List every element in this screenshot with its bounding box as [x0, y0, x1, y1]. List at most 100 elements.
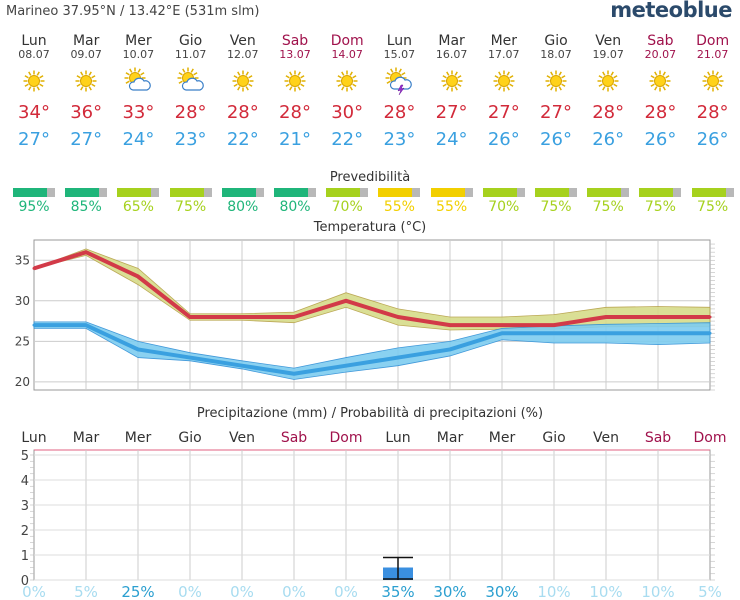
data-point	[240, 364, 244, 368]
predictability-label: 80%	[227, 199, 259, 215]
weather-icon-cell	[582, 61, 634, 102]
temp-max: 34°	[18, 102, 50, 123]
temp-min: 22°	[226, 129, 259, 150]
predictability-bar	[65, 188, 108, 197]
temp-min: 23°	[174, 129, 207, 150]
day-name: Lun	[21, 33, 47, 49]
temp-min: 26°	[487, 129, 520, 150]
data-point	[708, 315, 712, 319]
day-name: Mar	[72, 33, 100, 49]
predictability-bar-fill	[326, 188, 361, 197]
x-tick-label: Ven	[593, 430, 619, 446]
temp-max: 36°	[70, 102, 103, 123]
precip-probability-label: 0%	[282, 583, 306, 600]
x-tick-label: Mar	[73, 430, 100, 446]
predictability-label: 55%	[383, 199, 415, 215]
temp-min: 21°	[279, 129, 311, 150]
y-tick-label: 3	[21, 499, 29, 514]
day-name: Mer	[490, 33, 518, 49]
predictability-label: 95%	[18, 199, 50, 215]
temp-max: 27°	[435, 102, 468, 123]
x-tick-label: Dom	[330, 430, 363, 446]
weather-icon-cell	[60, 61, 112, 102]
location-header: Marineo 37.95°N / 13.42°E (531m slm)	[6, 4, 260, 19]
predictability-bar-fill	[378, 188, 413, 197]
precip-probability-label: 5%	[698, 583, 722, 600]
x-tick-label: Mar	[437, 430, 464, 446]
temp-min: 23°	[383, 129, 416, 150]
weather-icon-cell	[165, 61, 217, 102]
predictability-label: 85%	[70, 199, 102, 215]
temp-max: 30°	[331, 102, 364, 123]
day-name: Lun	[386, 33, 413, 49]
temp-min: 26°	[592, 129, 625, 150]
x-tick-label: Gio	[542, 430, 565, 446]
temp-max: 33°	[122, 102, 155, 123]
temp-max: 28°	[696, 102, 729, 123]
day-name: Sab	[281, 33, 309, 49]
temp-max: 28°	[279, 102, 311, 123]
x-tick-label: Sab	[645, 430, 671, 446]
temp-min: 26°	[644, 129, 677, 150]
temp-min: 27°	[18, 129, 50, 150]
x-tick-label: Lun	[385, 430, 410, 446]
predictability-bar	[535, 188, 577, 197]
x-tick-label: Ven	[229, 430, 255, 446]
y-tick-label: 4	[21, 474, 29, 489]
day-date: 11.07	[174, 48, 207, 61]
day-date: 19.07	[592, 48, 624, 61]
predictability-bar-fill	[221, 188, 256, 197]
precip-probability-label: 25%	[121, 583, 154, 600]
predictability-bar-fill	[482, 188, 517, 197]
plot-area	[33, 449, 711, 581]
y-tick-label: 0	[21, 574, 29, 589]
temp-max-line	[33, 250, 710, 328]
day-column: Dom 14.07 30° 22°	[321, 34, 373, 151]
x-tick-label: Gio	[178, 430, 201, 446]
predictability-label: 75%	[644, 199, 676, 215]
day-date: 20.07	[644, 48, 677, 61]
data-point	[84, 323, 88, 327]
sun-cloud-icon	[177, 67, 204, 91]
day-column: Mar 09.07 36° 27°	[60, 33, 112, 151]
temp-min: 24°	[122, 129, 155, 150]
data-point	[500, 323, 504, 327]
predictability-bar-fill	[117, 188, 152, 197]
day-name: Gio	[178, 33, 203, 49]
predictability-bar	[691, 188, 734, 197]
precipitation-chart: Lun Mar Mer Gio Ven Sab Dom Lun Mar Mer Gio Ven Sab D…	[21, 430, 727, 600]
temp-min-line	[34, 323, 710, 376]
sun-storm-icon	[385, 67, 413, 96]
data-point	[136, 347, 140, 351]
day-name: Ven	[595, 33, 622, 49]
predictability-bar	[639, 188, 682, 197]
y-tick-label: 1	[21, 549, 29, 564]
weather-icon-cell	[634, 61, 686, 102]
precip-probability-label: 0%	[22, 583, 46, 600]
sun-icon	[493, 70, 515, 92]
data-point	[188, 356, 192, 360]
temp-max: 28°	[383, 102, 416, 123]
precip-probability-label: 0%	[230, 583, 254, 600]
predictability-bar-fill	[65, 188, 100, 197]
day-date: 10.07	[122, 48, 155, 61]
x-tick-label: Sab	[281, 430, 307, 446]
data-point	[448, 347, 452, 351]
day-date: 18.07	[540, 48, 572, 61]
predictability-bar-fill	[274, 188, 308, 197]
data-point	[396, 356, 400, 360]
day-column: Mer 10.07 33° 24°	[112, 34, 164, 151]
weather-icon-cell	[687, 61, 739, 102]
day-date: 12.07	[227, 48, 259, 61]
precip-probability-label: 30%	[485, 583, 518, 600]
day-date: 13.07	[279, 48, 311, 61]
predictability-label: 75%	[540, 199, 572, 215]
day-date: 08.07	[18, 48, 50, 61]
brand-logo: meteoblue	[610, 0, 732, 22]
weather-icon-cell	[217, 61, 269, 102]
temperature-title: Temperatura (°C)	[313, 220, 427, 235]
predictability-label: 70%	[331, 199, 363, 215]
day-column: Lun 15.07 28° 23°	[373, 33, 425, 151]
weather-icon-cell	[426, 61, 478, 102]
temp-min: 24°	[435, 129, 468, 150]
